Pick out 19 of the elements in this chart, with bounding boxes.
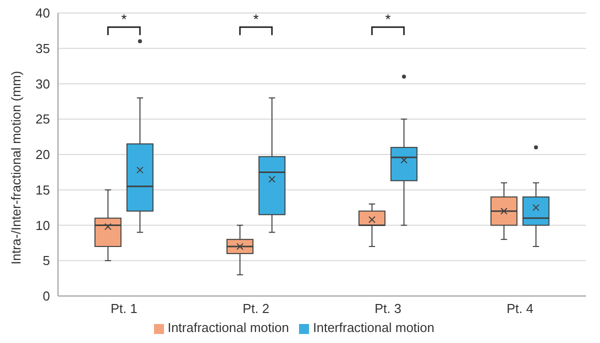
x-tick-label: Pt. 2 (242, 301, 270, 316)
y-tick-label: 15 (36, 182, 50, 198)
y-tick-label: 40 (36, 6, 50, 21)
y-axis-title: Intra-/Inter-fractional motion (mm) (8, 70, 24, 264)
y-tick-label: 5 (42, 253, 50, 268)
x-tick-label: Pt. 3 (374, 301, 402, 316)
y-tick-label: 35 (36, 40, 50, 56)
annotation: * (253, 11, 260, 28)
y-tick-label: 30 (36, 76, 50, 92)
y-tick-label: 25 (36, 112, 50, 127)
x-tick-label: Pt. 1 (110, 301, 138, 316)
y-tick-label: 20 (36, 147, 50, 162)
annotation: * (385, 11, 392, 28)
legend-label: Interfractional motion (313, 320, 434, 335)
annotation: * (121, 11, 128, 28)
y-tick-label: 0 (42, 288, 50, 304)
legend-label: Intrafractional motion (168, 320, 289, 335)
x-tick-label: Pt. 4 (506, 301, 534, 316)
y-tick-label: 10 (36, 218, 50, 233)
